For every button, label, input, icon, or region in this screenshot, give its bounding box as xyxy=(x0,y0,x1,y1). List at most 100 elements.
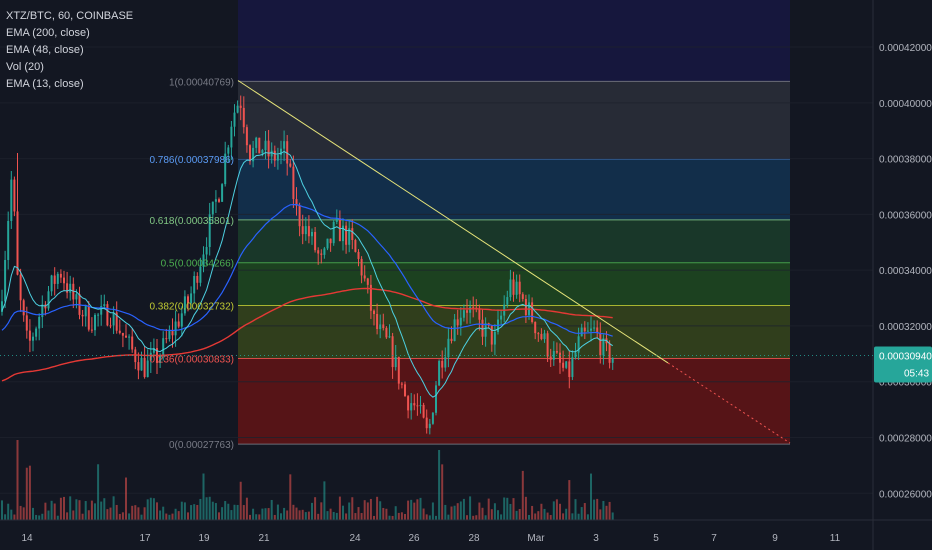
indicator-ema-200[interactable]: EMA (200, close) xyxy=(6,27,90,39)
candle-body xyxy=(205,246,208,255)
candle-body xyxy=(221,184,224,202)
candle-body xyxy=(32,336,34,341)
time-tick-label: Mar xyxy=(527,533,545,544)
candle-body xyxy=(345,225,348,245)
time-tick-label: 24 xyxy=(349,533,361,544)
candle-body xyxy=(518,281,521,295)
volume-bar xyxy=(180,501,183,520)
candle-body xyxy=(394,356,397,368)
last-price-value: 0.00030940 xyxy=(879,351,932,362)
candle-body xyxy=(255,137,258,148)
candle-body xyxy=(484,323,487,337)
candle-body xyxy=(56,273,59,284)
candle-body xyxy=(7,220,10,260)
volume-bar xyxy=(549,515,552,520)
volume-bar xyxy=(407,500,410,520)
volume-bar xyxy=(555,499,558,520)
candle-body xyxy=(369,284,372,311)
candle-body xyxy=(580,327,583,337)
volume-bar xyxy=(131,505,134,520)
volume-bar xyxy=(307,511,310,520)
candle-body xyxy=(190,293,193,304)
candle-body xyxy=(252,147,255,162)
volume-bar xyxy=(174,508,177,520)
volume-bar xyxy=(478,502,481,520)
candle-body xyxy=(131,336,134,350)
volume-bar xyxy=(400,512,403,520)
volume-bar xyxy=(590,473,592,520)
indicator-ema-48[interactable]: EMA (48, close) xyxy=(6,44,84,56)
indicator-volume[interactable]: Vol (20) xyxy=(6,61,44,73)
volume-bar xyxy=(419,497,422,520)
fib-label-0.5: 0.5(0.00034266) xyxy=(161,259,234,270)
candle-body xyxy=(453,319,456,341)
volume-bar xyxy=(540,503,543,520)
volume-bar xyxy=(515,510,518,520)
candle-body xyxy=(534,321,537,334)
candle-body xyxy=(599,333,602,356)
candle-body xyxy=(264,140,267,151)
candle-body xyxy=(140,357,143,371)
fib-label-0.786: 0.786(0.00037986) xyxy=(149,155,234,166)
candle-body xyxy=(159,356,162,363)
candle-body xyxy=(35,328,38,337)
candle-body xyxy=(590,328,592,331)
volume-bar xyxy=(580,507,583,520)
volume-bar xyxy=(242,505,245,520)
indicator-ema-13[interactable]: EMA (13, close) xyxy=(6,78,84,90)
volume-bar xyxy=(214,503,217,520)
volume-bar xyxy=(382,507,385,520)
time-tick-label: 3 xyxy=(593,533,599,544)
volume-bar xyxy=(187,512,189,520)
time-tick-label: 21 xyxy=(258,533,270,544)
candle-body xyxy=(382,324,385,329)
fib-band-0.382 xyxy=(238,305,790,359)
candle-body xyxy=(208,214,211,247)
candle-body xyxy=(146,360,149,378)
volume-bar xyxy=(518,508,521,520)
volume-bar xyxy=(121,512,124,520)
volume-bar xyxy=(41,513,44,520)
volume-bar xyxy=(608,501,611,520)
candle-body xyxy=(506,297,509,305)
volume-bar xyxy=(521,470,524,520)
candle-body xyxy=(379,324,382,330)
volume-bar xyxy=(59,497,62,520)
volume-bar xyxy=(335,512,338,520)
price-tick-label: 0.00032000 xyxy=(879,322,932,333)
candle-body xyxy=(391,336,394,368)
volume-bar xyxy=(534,513,537,520)
candle-body xyxy=(152,348,155,353)
symbol-title[interactable]: XTZ/BTC, 60, COINBASE xyxy=(6,10,134,22)
volume-bar xyxy=(137,507,140,520)
volume-bar xyxy=(202,473,205,520)
trendline-group[interactable] xyxy=(237,80,791,444)
volume-bar xyxy=(165,513,168,520)
volume-bar xyxy=(94,503,96,520)
candle-body xyxy=(366,278,369,285)
volume-bar xyxy=(354,513,357,520)
candle-body xyxy=(128,336,131,338)
volume-bar xyxy=(428,515,431,520)
candle-body xyxy=(214,199,217,202)
candle-body xyxy=(196,275,199,283)
volume-bar xyxy=(211,501,214,520)
candle-body xyxy=(586,330,589,332)
volume-bar xyxy=(577,513,580,520)
candle-body xyxy=(332,221,335,244)
volume-bar xyxy=(109,507,112,520)
volume-bar xyxy=(128,513,131,520)
countdown-timer: 05:43 xyxy=(904,368,929,379)
candle-body xyxy=(608,343,611,363)
time-axis[interactable]: 14 17 19 21 24 26 28 Mar 3 5 7 9 11 xyxy=(0,519,932,544)
volume-bar xyxy=(379,501,382,520)
fib-retracement-bands[interactable] xyxy=(238,0,790,445)
candle-body xyxy=(81,314,84,317)
volume-bar xyxy=(171,513,174,520)
trendline-extension xyxy=(667,362,791,444)
candle-body xyxy=(97,314,100,316)
volume-bar xyxy=(227,503,230,520)
last-price-badge xyxy=(874,346,932,383)
